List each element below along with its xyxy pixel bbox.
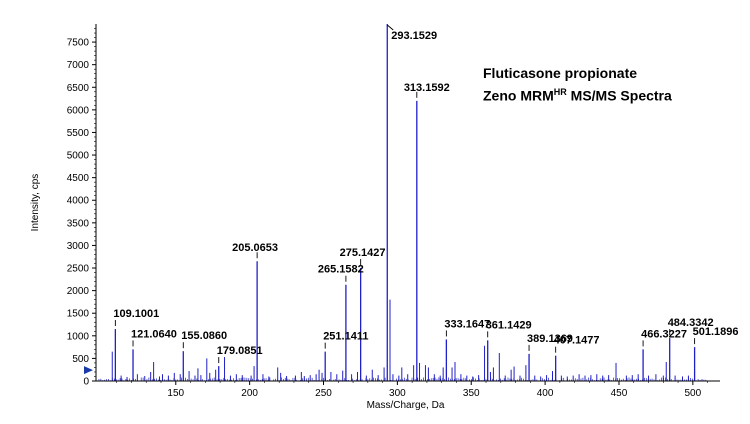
y-tick-label: 3000 (67, 241, 90, 252)
peak-label: 109.1001 (113, 308, 159, 320)
method-label-superscript: HR (553, 87, 567, 97)
method-label-main: Zeno MRM (483, 87, 554, 104)
y-tick-label: 5000 (67, 151, 90, 162)
x-tick-label: 500 (684, 388, 701, 399)
peak-label: 313.1592 (404, 82, 450, 94)
method-label: Zeno MRMHR MS/MS Spectra (483, 83, 672, 106)
x-tick-label: 350 (463, 388, 480, 399)
x-tick-label: 450 (611, 388, 628, 399)
y-tick-label: 5500 (67, 128, 90, 139)
peak-label: 179.0851 (217, 345, 263, 357)
x-axis-label: Mass/Charge, Da (367, 400, 445, 411)
threshold-arrow-icon (84, 366, 93, 375)
peak-label: 333.1647 (444, 318, 490, 330)
peak-label: 389.1369 (527, 333, 573, 345)
peak-label: 205.0653 (232, 242, 278, 254)
peak-label: 293.1529 (391, 30, 437, 42)
peak-leader (386, 24, 394, 31)
spectrum-peaks (98, 24, 707, 381)
peak-label-leaders (114, 24, 696, 364)
peak-label: 121.0640 (131, 328, 177, 340)
y-tick-label: 4500 (67, 173, 90, 184)
y-axis-label: Intensity, cps (30, 174, 41, 232)
peak-label: 501.1896 (693, 326, 739, 338)
y-tick-label: 0 (83, 377, 89, 388)
y-tick-label: 7000 (67, 60, 90, 71)
x-tick-label: 150 (167, 388, 184, 399)
y-tick-label: 3500 (67, 218, 90, 229)
peak-label: 251.1411 (323, 331, 368, 343)
y-tick-label: 7500 (67, 38, 90, 49)
compound-name: Fluticasone propionate (483, 65, 638, 81)
method-label-suffix: MS/MS Spectra (566, 87, 672, 104)
peak-label: 275.1427 (340, 247, 386, 259)
x-tick-label: 250 (315, 388, 332, 399)
spectrum-annotation: Fluticasone propionate Zeno MRMHR MS/MS … (483, 64, 672, 106)
x-tick-label: 400 (537, 388, 554, 399)
peak-labels: 109.1001 121.0640 155.0860 179.0851 205.0653… (113, 30, 738, 357)
axis-ticks: 0 500 1000 1500 2000 2500 3000 3500 4000 4500 5000… (67, 28, 708, 399)
peak-label: 265.1582 (318, 264, 364, 276)
y-tick-label: 1000 (67, 331, 90, 342)
y-tick-label: 6000 (67, 105, 90, 116)
x-tick-label: 200 (241, 388, 258, 399)
peak-label: 484.3342 (668, 317, 714, 329)
peak-label: 407.1477 (554, 335, 600, 347)
y-tick-label: 1500 (67, 309, 90, 320)
y-tick-label: 2000 (67, 286, 90, 297)
y-tick-label: 6500 (67, 83, 90, 94)
y-tick-label: 2500 (67, 264, 90, 275)
x-tick-label: 300 (389, 388, 406, 399)
peak-label: 361.1429 (486, 319, 532, 331)
y-tick-label: 4000 (67, 196, 90, 207)
y-tick-label: 500 (72, 354, 89, 365)
peak-label: 466.3227 (641, 328, 687, 340)
peak-label: 155.0860 (181, 330, 227, 342)
